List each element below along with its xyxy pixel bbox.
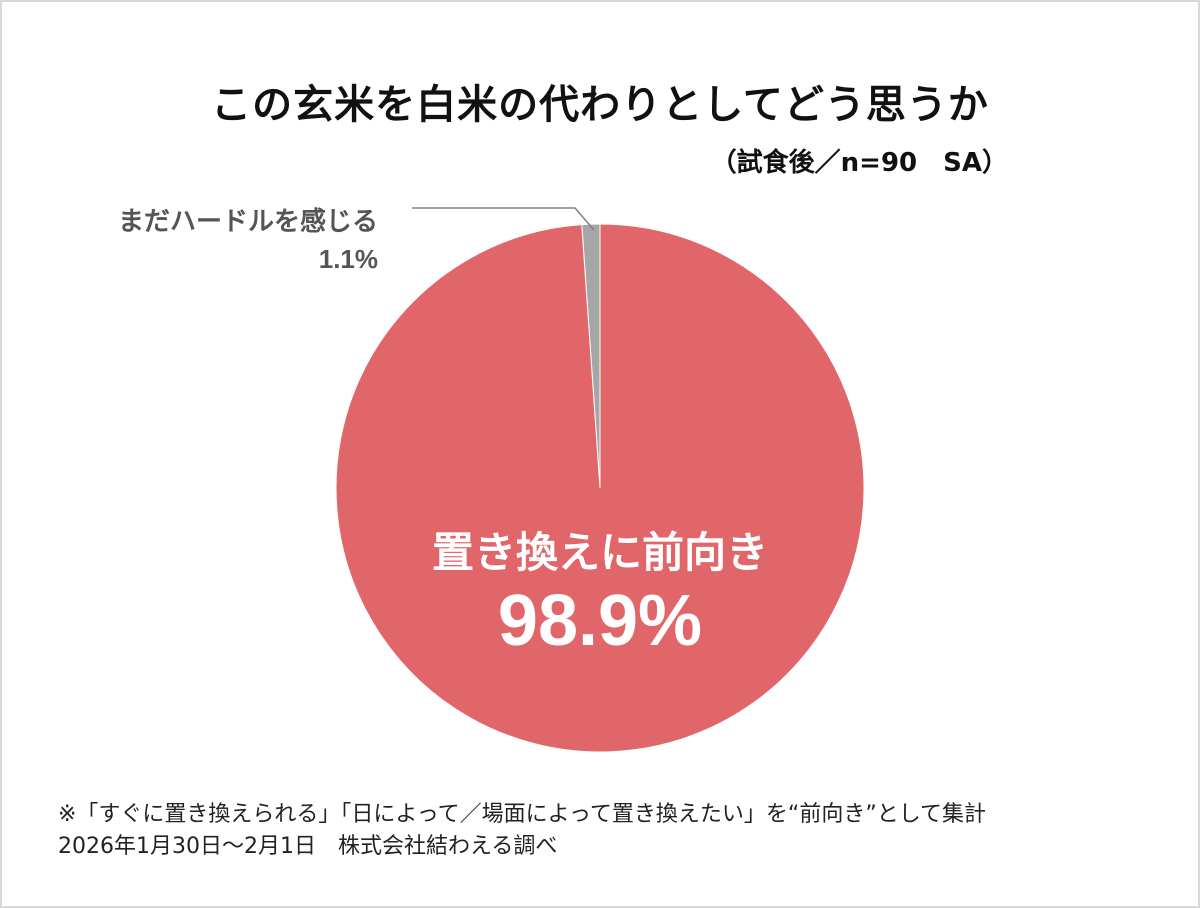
footnote-note: ※「すぐに置き換えられる」「日によって／場面によって置き換えたい」を“前向き”と…	[58, 802, 987, 827]
chart-subtitle: （試食後／n=90 SA）	[710, 148, 1008, 178]
slice-value-hurdle: 1.1%	[319, 244, 378, 274]
chart-title: この玄米を白米の代わりとしてどう思うか	[211, 82, 989, 128]
slice-label-hurdle: まだハードルを感じる	[118, 207, 378, 237]
pie-slices	[335, 223, 865, 753]
leader-line	[412, 207, 595, 231]
slice-value-forward: 98.9%	[498, 581, 702, 661]
footnote-source: 2026年1月30日～2月1日 株式会社結わえる調べ	[58, 834, 558, 859]
slice-label-forward: 置き換えに前向き	[432, 528, 768, 577]
pie-slice-forward	[335, 223, 865, 753]
